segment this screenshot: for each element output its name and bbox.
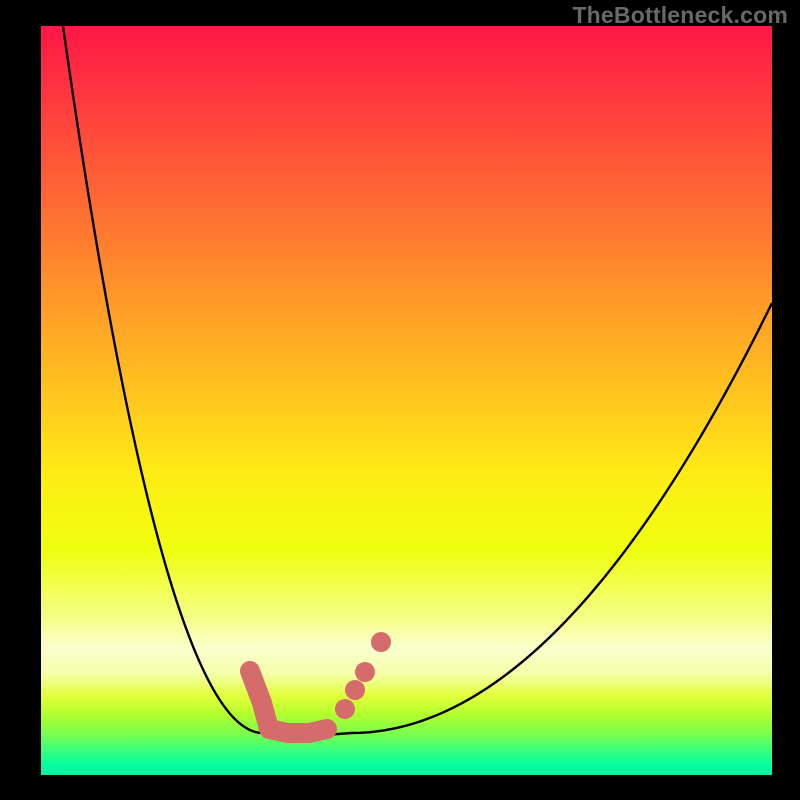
highlight-dot <box>355 662 375 682</box>
chart-stage: TheBottleneck.com <box>0 0 800 800</box>
bottleneck-curve-chart <box>0 0 800 800</box>
highlight-dot <box>371 632 391 652</box>
highlight-dot <box>345 680 365 700</box>
highlight-dot <box>335 699 355 719</box>
watermark-text: TheBottleneck.com <box>572 2 788 29</box>
plot-background-gradient <box>41 26 772 775</box>
